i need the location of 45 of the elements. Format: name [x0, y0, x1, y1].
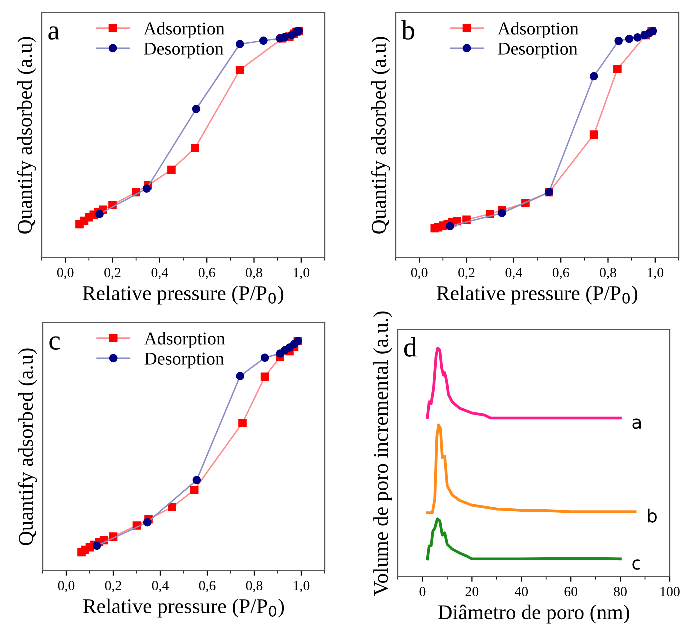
x-tick-label: 0,8 [600, 268, 616, 280]
x-tick-label: 0,2 [458, 268, 475, 280]
x-tick-label: 1,0 [648, 268, 664, 280]
x-tick-label: 0,4 [152, 581, 169, 592]
x-tick-label: 0 [420, 587, 426, 596]
chart-title: c [50, 336, 60, 350]
x-tick-label: 80 [614, 587, 627, 596]
x-axis-title: Relative pressure (P/P$_{0}$) [83, 598, 284, 618]
y-axis-title: Quantify adsorbed (a.u) [371, 37, 390, 234]
legend-label: Adsorption [498, 22, 579, 39]
y-axis-title: Volume de poro incremental (a.u.) [374, 312, 392, 596]
chart-title: d [404, 337, 417, 357]
x-tick-label: 0,4 [152, 268, 168, 280]
x-tick-label: 1,0 [294, 581, 310, 592]
x-tick-label: 0,4 [506, 268, 522, 280]
x-tick-label: 1,0 [294, 268, 310, 280]
x-axis-title: Diâmetro de poro (nm) [438, 604, 630, 624]
series-label: a [632, 418, 642, 430]
x-axis-title: Relative pressure (P/P$_{0}$) [82, 286, 284, 305]
x-tick-label: 0,8 [246, 581, 263, 592]
series-label: c [632, 560, 640, 570]
legend-label: Desorption [144, 352, 224, 369]
y-axis-title: Quantify adsorbed (a.u) [18, 348, 38, 546]
x-tick-label: 0,0 [57, 268, 74, 280]
x-tick-label: 0,2 [104, 268, 121, 280]
legend-label: Desorption [498, 42, 578, 59]
x-tick-label: 0,2 [105, 581, 122, 592]
series-label: b [648, 508, 657, 523]
x-tick-label: 20 [466, 587, 479, 596]
chart-title: a [48, 26, 60, 40]
legend-label: Desorption [144, 42, 224, 59]
x-tick-label: 0,8 [246, 268, 262, 280]
y-axis-title: Quantify adsorbed (a.u) [17, 37, 36, 234]
x-tick-label: 60 [564, 587, 578, 596]
x-tick-label: 100 [660, 587, 680, 596]
legend-label: Adsorption [144, 332, 226, 349]
x-tick-label: 0,0 [411, 268, 428, 280]
x-tick-label: 40 [514, 587, 528, 596]
legend-label: Adsorption [144, 22, 225, 39]
x-tick-label: 0,6 [198, 268, 216, 280]
x-tick-label: 0,6 [199, 581, 216, 592]
x-tick-label: 0,0 [58, 581, 75, 592]
chart-title: b [402, 20, 414, 40]
x-axis-title: Relative pressure (P/P$_{0}$) [436, 286, 638, 305]
x-tick-label: 0,6 [552, 268, 570, 280]
